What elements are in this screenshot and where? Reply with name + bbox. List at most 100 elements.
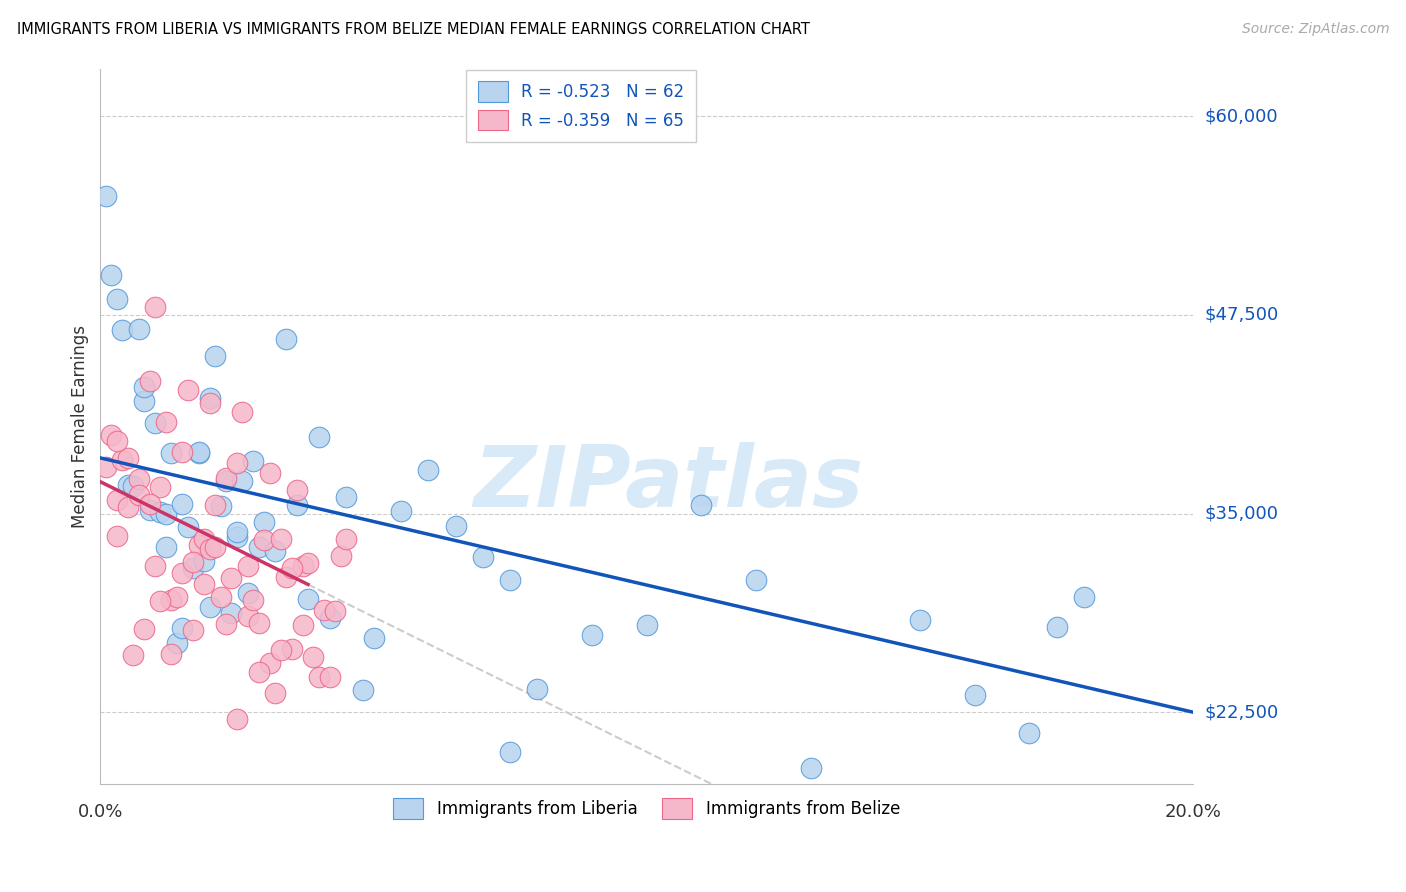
Legend: Immigrants from Liberia, Immigrants from Belize: Immigrants from Liberia, Immigrants from… [387, 792, 907, 825]
Point [143, 416, 166, 430]
Point [226, 524, 249, 539]
Point [963, 688, 986, 702]
Point [291, 618, 314, 632]
Point [209, 499, 232, 513]
Point [117, 477, 139, 491]
Point [270, 532, 292, 546]
Point [143, 300, 166, 314]
Point [111, 323, 134, 337]
Point [264, 544, 287, 558]
Point [329, 549, 352, 564]
Point [247, 541, 270, 555]
Point [204, 350, 226, 364]
Point [276, 570, 298, 584]
Point [908, 613, 931, 627]
Point [198, 391, 221, 405]
Point [138, 503, 160, 517]
Point [94, 188, 117, 202]
Point [177, 520, 200, 534]
Point [319, 611, 342, 625]
Point [128, 322, 150, 336]
Point [105, 292, 128, 306]
Point [1073, 590, 1095, 604]
Point [204, 498, 226, 512]
Point [128, 472, 150, 486]
Point [308, 430, 330, 444]
Point [181, 623, 204, 637]
Point [247, 616, 270, 631]
Point [221, 571, 243, 585]
Point [193, 532, 215, 546]
Point [138, 375, 160, 389]
Text: $60,000: $60,000 [1205, 107, 1278, 125]
Point [193, 577, 215, 591]
Point [105, 434, 128, 448]
Point [499, 573, 522, 587]
Point [259, 467, 281, 481]
Text: ZIPatlas: ZIPatlas [474, 442, 863, 524]
Point [1045, 620, 1067, 634]
Point [132, 379, 155, 393]
Point [149, 480, 172, 494]
Point [221, 606, 243, 620]
Point [149, 593, 172, 607]
Point [94, 459, 117, 474]
Point [187, 538, 209, 552]
Point [166, 590, 188, 604]
Point [323, 604, 346, 618]
Point [100, 427, 122, 442]
Point [155, 507, 177, 521]
Point [418, 463, 440, 477]
Point [160, 647, 183, 661]
Point [231, 475, 253, 489]
Point [132, 622, 155, 636]
Point [187, 446, 209, 460]
Point [444, 518, 467, 533]
Point [209, 590, 232, 604]
Point [172, 497, 194, 511]
Point [471, 549, 494, 564]
Point [105, 529, 128, 543]
Text: 20.0%: 20.0% [1164, 803, 1222, 821]
Point [172, 444, 194, 458]
Point [226, 530, 249, 544]
Point [291, 559, 314, 574]
Point [242, 592, 264, 607]
Point [122, 479, 145, 493]
Point [198, 599, 221, 614]
Point [187, 445, 209, 459]
Point [1018, 726, 1040, 740]
Point [231, 405, 253, 419]
Point [308, 670, 330, 684]
Point [276, 332, 298, 346]
Point [143, 559, 166, 574]
Point [297, 591, 319, 606]
Point [226, 712, 249, 726]
Point [160, 593, 183, 607]
Point [314, 603, 336, 617]
Point [319, 670, 342, 684]
Point [215, 616, 238, 631]
Text: $22,500: $22,500 [1205, 703, 1278, 722]
Point [363, 631, 385, 645]
Point [247, 665, 270, 679]
Point [111, 453, 134, 467]
Point [352, 683, 374, 698]
Point [132, 394, 155, 409]
Point [172, 566, 194, 580]
Point [117, 500, 139, 515]
Point [581, 628, 603, 642]
Point [155, 540, 177, 554]
Point [499, 745, 522, 759]
Point [389, 503, 412, 517]
Point [166, 636, 188, 650]
Point [198, 541, 221, 556]
Point [280, 642, 302, 657]
Point [128, 488, 150, 502]
Point [236, 586, 259, 600]
Point [285, 483, 308, 497]
Point [636, 618, 658, 632]
Point [302, 650, 325, 665]
Text: $47,500: $47,500 [1205, 306, 1278, 324]
Point [253, 515, 276, 529]
